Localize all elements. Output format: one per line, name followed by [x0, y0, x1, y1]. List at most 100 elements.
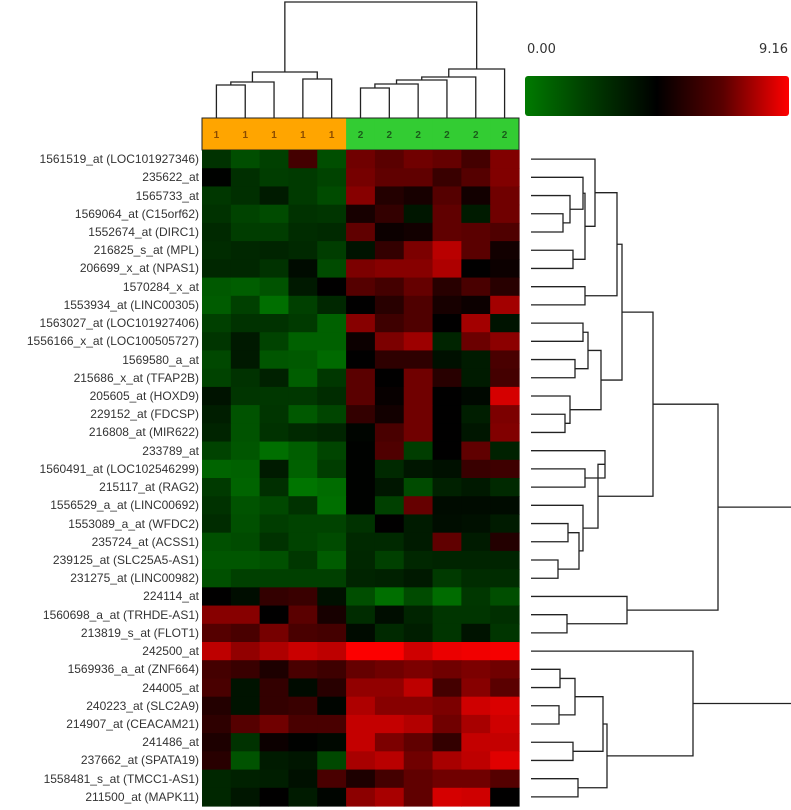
heatmap-cell: [317, 386, 347, 406]
row-label: 244005_at: [142, 680, 199, 695]
heatmap-cell: [374, 550, 405, 570]
heatmap-cell: [202, 277, 232, 297]
heatmap-cell: [432, 168, 462, 188]
heatmap-cell: [403, 204, 434, 224]
heatmap-cell: [432, 150, 462, 169]
heatmap-cell: [490, 787, 520, 807]
heatmap-cell: [374, 241, 405, 260]
heatmap-cell: [403, 660, 434, 680]
heatmap-cell: [461, 150, 491, 169]
heatmap-cell: [317, 222, 347, 242]
heatmap-cell: [403, 605, 434, 625]
heatmap-cell: [230, 332, 261, 352]
heatmap-cell: [346, 277, 376, 297]
heatmap-cell: [202, 587, 232, 607]
heatmap-cell: [490, 714, 520, 734]
heatmap-cell: [490, 550, 520, 570]
heatmap-cell: [259, 642, 290, 661]
heatmap-cell: [374, 368, 405, 388]
heatmap-cell: [432, 769, 462, 789]
heatmap-cell: [346, 623, 376, 643]
heatmap-cell: [490, 314, 520, 333]
heatmap-cell: [346, 204, 376, 224]
heatmap-cell: [490, 405, 520, 424]
heatmap-cell: [432, 386, 462, 406]
heatmap-cell: [288, 386, 318, 406]
heatmap-cell: [346, 368, 376, 388]
group-label: 1: [300, 130, 306, 141]
heatmap-cell: [461, 332, 491, 352]
heatmap-cell: [374, 332, 405, 352]
heatmap-cell: [432, 204, 462, 224]
heatmap-cell: [346, 168, 376, 188]
heatmap-cell: [202, 168, 232, 188]
heatmap-cell: [202, 295, 232, 315]
heatmap-cell: [230, 295, 261, 315]
heatmap-cell: [202, 787, 232, 807]
heatmap-cell: [259, 350, 290, 370]
heatmap-cell: [490, 532, 520, 552]
heatmap-cell: [461, 168, 491, 188]
group-cell: [202, 118, 232, 150]
heatmap-cell: [461, 623, 491, 643]
heatmap-cell: [461, 714, 491, 734]
heatmap-cell: [230, 733, 261, 752]
heatmap-cell: [461, 496, 491, 516]
row-label: 229152_at (FDCSP): [90, 407, 199, 422]
heatmap-cell: [374, 386, 405, 406]
heatmap-cell: [230, 241, 261, 260]
heatmap-cell: [490, 459, 520, 479]
heatmap-cell: [346, 514, 376, 534]
heatmap-cell: [490, 423, 520, 443]
heatmap-cell: [259, 660, 290, 680]
heatmap-cell: [230, 532, 261, 552]
row-label: 242500_at: [142, 644, 199, 659]
heatmap-cell: [374, 751, 405, 771]
heatmap-cell: [259, 259, 290, 279]
heatmap-cell: [490, 660, 520, 680]
heatmap-cell: [432, 222, 462, 242]
heatmap-cell: [259, 478, 290, 497]
heatmap-cell: [259, 696, 290, 716]
heatmap-cell: [230, 350, 261, 370]
group-annotation-bar: 1 1 1 1 1 2 2 2 2 2 2: [201, 117, 520, 151]
heatmap-cell: [461, 660, 491, 680]
heatmap-cell: [403, 623, 434, 643]
heatmap-cell: [259, 405, 290, 424]
heatmap-cell: [403, 150, 434, 169]
heatmap-cell: [374, 277, 405, 297]
heatmap-cell: [202, 405, 232, 424]
heatmap-cell: [403, 241, 434, 260]
heatmap-cell: [288, 532, 318, 552]
heatmap-cell: [259, 368, 290, 388]
heatmap-cell: [202, 222, 232, 242]
row-label: 235724_at (ACSS1): [91, 534, 199, 549]
group-cell: [461, 118, 491, 150]
heatmap-cell: [490, 241, 520, 260]
heatmap-cell: [432, 569, 462, 588]
heatmap-cell: [461, 423, 491, 443]
heatmap-cell: [403, 532, 434, 552]
heatmap-cell: [288, 678, 318, 698]
heatmap-cell: [490, 587, 520, 607]
heatmap-cell: [317, 550, 347, 570]
group-label: 2: [502, 130, 508, 141]
heatmap-cell: [317, 714, 347, 734]
heatmap-cell: [259, 204, 290, 224]
row-label: 1558481_s_at (TMCC1-AS1): [43, 771, 199, 786]
heatmap-cell: [317, 314, 347, 333]
heatmap-cell: [230, 168, 261, 188]
heatmap-cell: [346, 587, 376, 607]
heatmap-cell: [288, 587, 318, 607]
heatmap-cell: [461, 733, 491, 752]
heatmap-cell: [374, 696, 405, 716]
heatmap-cell: [461, 186, 491, 206]
heatmap-cell: [490, 168, 520, 188]
group-label: 2: [358, 130, 364, 141]
heatmap-cell: [461, 769, 491, 789]
row-label: 1560491_at (LOC102546299): [39, 461, 199, 476]
heatmap-cell: [230, 423, 261, 443]
heatmap-cell: [346, 241, 376, 260]
heatmap-cell: [230, 277, 261, 297]
heatmap-cell: [403, 569, 434, 588]
